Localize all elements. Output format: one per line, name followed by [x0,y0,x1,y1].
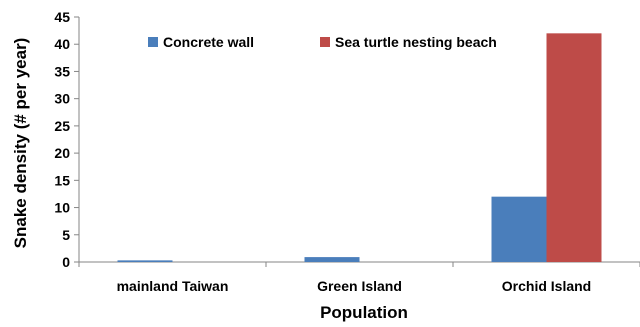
bars [117,33,602,263]
y-tick-label: 5 [62,227,70,243]
y-tick-label: 35 [54,63,70,79]
y-tick-label: 25 [54,118,70,134]
y-tick-label: 20 [54,145,70,161]
y-tick-label: 0 [62,254,70,270]
x-axis-title: Population [320,303,408,322]
legend-label: Sea turtle nesting beach [335,34,497,50]
legend-swatch [148,37,158,47]
x-category-label: mainland Taiwan [117,278,229,294]
bar [117,260,173,262]
y-tick-label: 10 [54,200,70,216]
y-axis-title: Snake density (# per year) [11,38,30,249]
y-tick-label: 45 [54,9,70,25]
legend-label: Concrete wall [163,34,254,50]
y-tick-label: 15 [54,172,70,188]
legend-swatch [320,37,330,47]
legend: Concrete wall Sea turtle nesting beach [148,34,497,50]
y-tick-label: 40 [54,36,70,52]
bar [491,196,547,262]
bar [304,257,360,262]
x-category-label: Green Island [317,278,402,294]
y-ticks: 0 5 10 15 20 25 30 35 40 45 [54,9,79,270]
x-categories: mainland Taiwan Green Island Orchid Island [117,278,592,294]
y-tick-label: 30 [54,91,70,107]
x-category-label: Orchid Island [502,278,591,294]
bar [546,33,602,263]
